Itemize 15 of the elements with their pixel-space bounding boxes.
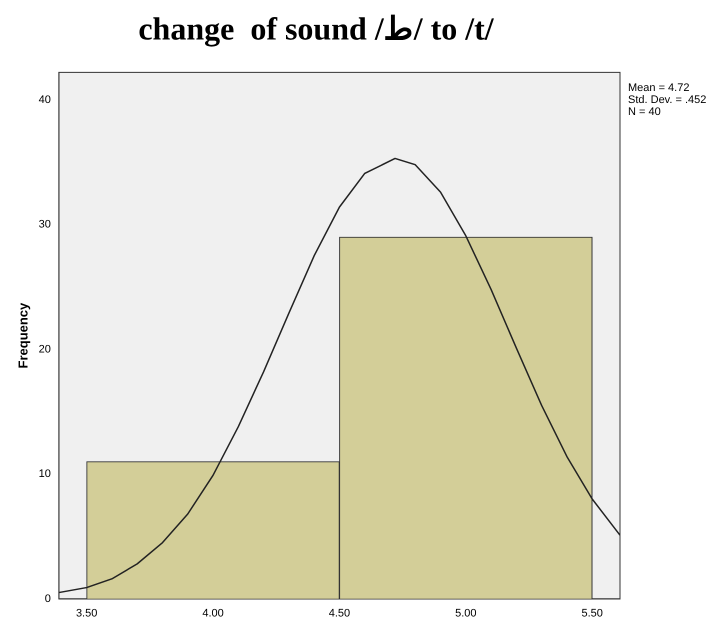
text: Mean = 4.72 — [628, 82, 690, 94]
chart-title: change of sound /ط/ to /t/ — [138, 10, 495, 48]
text: N = 40 — [628, 106, 661, 118]
x-tick-label: 5.00 — [455, 607, 477, 620]
text: Std. Dev. = .452 — [628, 94, 706, 106]
y-tick-label: 0 — [44, 592, 51, 605]
y-axis-title: Frequency — [15, 302, 30, 368]
y-tick-label: 30 — [38, 218, 51, 231]
x-tick-label: 4.00 — [202, 607, 224, 620]
y-tick-label: 40 — [38, 94, 51, 106]
x-tick-label: 4.50 — [328, 607, 350, 620]
y-tick-label: 10 — [38, 468, 51, 480]
x-tick-label: 5.50 — [581, 607, 603, 620]
y-tick-label: 20 — [38, 343, 51, 356]
x-tick-label: 3.50 — [76, 607, 98, 620]
